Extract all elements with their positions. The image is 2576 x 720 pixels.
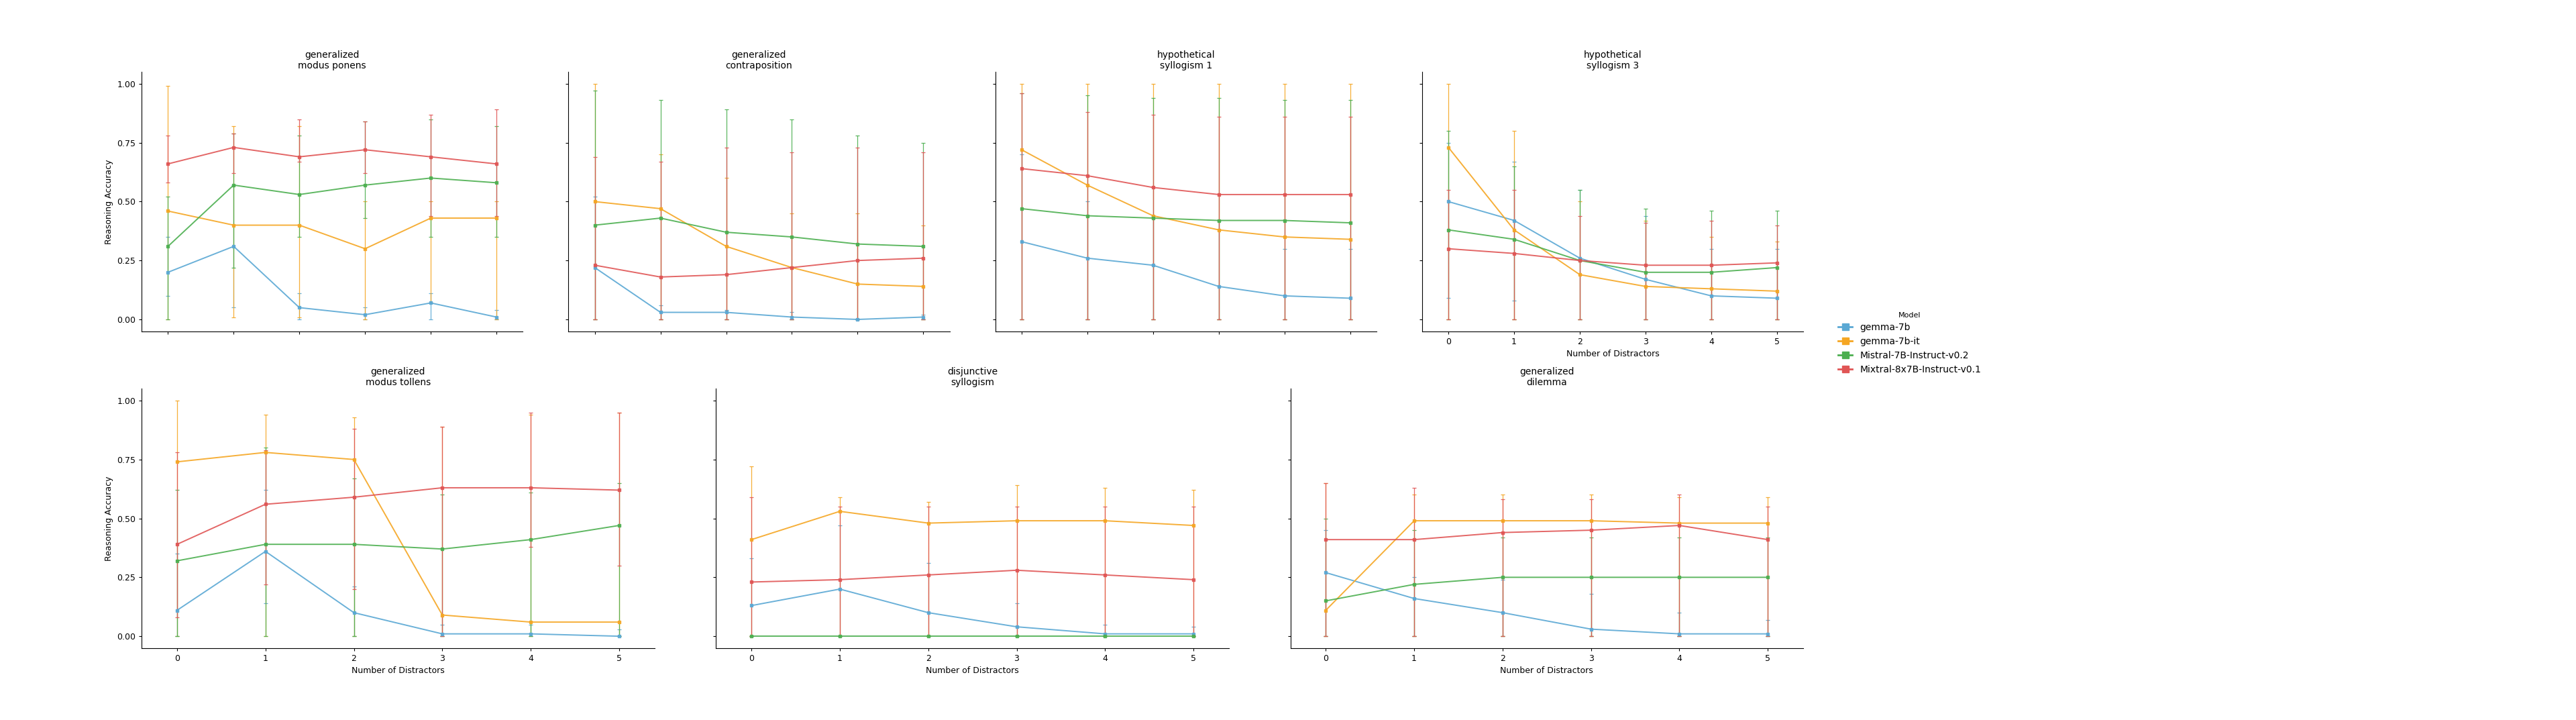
Y-axis label: Reasoning Accuracy: Reasoning Accuracy [106,476,113,561]
Title: disjunctive
syllogism: disjunctive syllogism [948,366,997,387]
Title: generalized
contraposition: generalized contraposition [726,50,793,71]
Legend: gemma-7b, gemma-7b-it, Mistral-7B-Instruct-v0.2, Mixtral-8x7B-Instruct-v0.1: gemma-7b, gemma-7b-it, Mistral-7B-Instru… [1834,307,1986,379]
Title: generalized
modus tollens: generalized modus tollens [366,366,430,387]
X-axis label: Number of Distractors: Number of Distractors [1566,350,1659,359]
Title: generalized
dilemma: generalized dilemma [1520,366,1574,387]
Title: generalized
modus ponens: generalized modus ponens [299,50,366,71]
Title: hypothetical
syllogism 3: hypothetical syllogism 3 [1584,50,1641,71]
X-axis label: Number of Distractors: Number of Distractors [350,667,446,675]
Title: hypothetical
syllogism 1: hypothetical syllogism 1 [1157,50,1216,71]
X-axis label: Number of Distractors: Number of Distractors [925,667,1020,675]
X-axis label: Number of Distractors: Number of Distractors [1499,667,1595,675]
Y-axis label: Reasoning Accuracy: Reasoning Accuracy [106,159,113,244]
